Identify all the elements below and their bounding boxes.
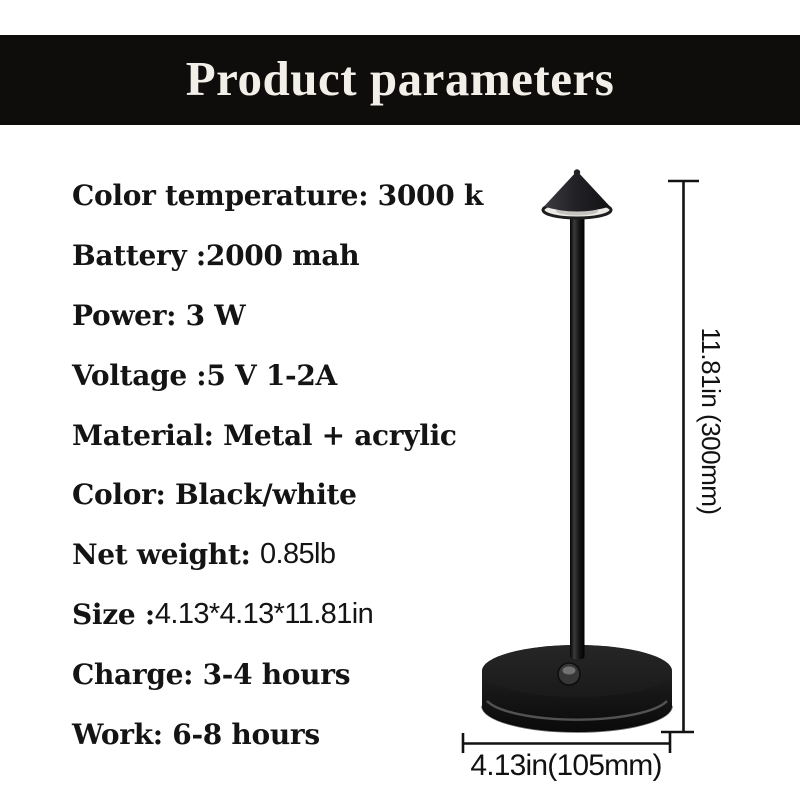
spec-row-net-weight: Net weight: 0.85lb <box>72 525 472 585</box>
spec-label: Size : <box>72 597 155 631</box>
spec-label: Battery :2000 mah <box>72 239 360 273</box>
spec-label: Power: 3 W <box>72 298 246 332</box>
page-title: Product parameters <box>185 50 615 106</box>
spec-row-color: Color: Black/white <box>72 465 472 525</box>
spec-row-battery: Battery :2000 mah <box>72 226 472 286</box>
power-button <box>557 662 581 686</box>
lamp-head <box>541 169 613 220</box>
spec-row-power: Power: 3 W <box>72 286 472 346</box>
spec-row-voltage: Voltage :5 V 1-2A <box>72 345 472 405</box>
spec-row-size: Size :4.13*4.13*11.81in <box>72 585 472 645</box>
spec-label: Net weight: <box>72 538 260 572</box>
lamp-cone <box>544 171 610 212</box>
spec-label: Color: Black/white <box>72 478 357 512</box>
spec-row-charge: Charge: 3-4 hours <box>72 644 472 704</box>
spec-label: Color temperature: 3000 k <box>72 179 483 213</box>
lamp-illustration <box>461 169 699 753</box>
spec-row-color-temperature: Color temperature: 3000 k <box>72 166 483 226</box>
lamp-base-rim-highlight <box>486 700 668 721</box>
width-dimension-line <box>461 733 672 753</box>
power-button-highlight <box>562 666 576 675</box>
height-dimension-line <box>661 179 699 734</box>
height-dimension-label: 11.81in (300mm) <box>696 327 726 515</box>
spec-label: Material: Metal + acrylic <box>72 418 457 452</box>
spec-label: Work: 6-8 hours <box>72 717 320 751</box>
spec-row-material: Material: Metal + acrylic <box>72 405 472 465</box>
spec-label: Charge: 3-4 hours <box>72 657 351 691</box>
width-dimension-label: 4.13in(105mm) <box>470 749 662 782</box>
lamp-stem <box>570 212 585 659</box>
spec-list: Color temperature: 3000 k Battery :2000 … <box>72 166 483 764</box>
lamp-base-bottom-edge <box>481 705 673 733</box>
header-banner: Product parameters <box>0 35 800 125</box>
spec-label: Voltage :5 V 1-2A <box>72 358 337 392</box>
lamp-cone-apex <box>573 169 581 176</box>
spec-value: 0.85lb <box>260 538 336 571</box>
spec-row-work: Work: 6-8 hours <box>72 704 472 764</box>
spec-value: 4.13*4.13*11.81in <box>154 597 374 630</box>
